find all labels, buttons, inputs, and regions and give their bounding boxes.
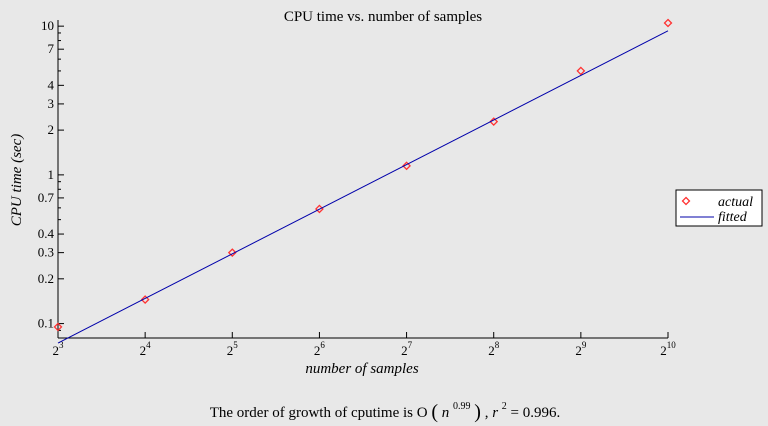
x-tick-label: 24 — [140, 340, 152, 358]
y-tick-label: 10 — [41, 18, 54, 33]
y-tick-label: 1 — [48, 167, 55, 182]
x-tick-exponent: 9 — [582, 340, 587, 350]
caption-r-value: = 0.996. — [511, 405, 561, 421]
caption-comma: , — [485, 405, 493, 421]
data-point-actual — [489, 117, 499, 127]
x-axis-label: number of samples — [305, 361, 418, 377]
caption-exponent: 0.99 — [453, 401, 471, 412]
x-tick-exponent: 4 — [146, 340, 151, 350]
x-tick-exponent: 3 — [59, 340, 64, 350]
y-axis-label: CPU time (sec) — [9, 134, 25, 226]
x-tick-base: 2 — [575, 343, 582, 358]
data-point-actual — [663, 18, 673, 28]
legend-marker-actual — [681, 196, 691, 206]
y-tick-label: 0.4 — [38, 226, 55, 241]
x-tick-base: 2 — [314, 343, 321, 358]
chart-title: CPU time vs. number of samples — [284, 9, 482, 25]
series-layer — [53, 18, 673, 344]
y-ticks: 0.1 0.2 0.3 0.4 0.7 1 2 3 4 7 10 — [38, 18, 64, 331]
data-point-actual — [402, 161, 411, 171]
x-tick-exponent: 8 — [495, 340, 500, 350]
x-tick-label: 26 — [314, 340, 326, 358]
y-tick-label: 7 — [48, 41, 55, 56]
y-tick-label: 3 — [48, 96, 55, 111]
y-tick-label: 0.7 — [38, 190, 55, 205]
data-point-actual — [227, 248, 237, 258]
x-tick-exponent: 7 — [408, 340, 413, 350]
x-tick-label: 28 — [488, 340, 500, 358]
caption-r: r — [492, 405, 498, 421]
y-tick-label: 0.1 — [38, 316, 54, 331]
caption-r-exp: 2 — [502, 401, 507, 412]
axes — [57, 20, 668, 339]
x-tick-exponent: 10 — [667, 340, 677, 350]
x-tick-base: 2 — [401, 343, 408, 358]
x-tick-label: 29 — [575, 340, 587, 358]
x-tick-base: 2 — [53, 343, 60, 358]
y-tick-label: 2 — [48, 122, 55, 137]
caption-n: n — [442, 405, 450, 421]
data-point-actual — [576, 66, 586, 76]
x-tick-base: 2 — [488, 343, 495, 358]
legend-label-actual: actual — [718, 195, 753, 210]
y-tick-label: 0.2 — [38, 271, 54, 286]
data-point-actual — [53, 322, 63, 332]
x-tick-label: 25 — [227, 340, 239, 358]
data-point-actual — [140, 295, 150, 305]
x-tick-base: 2 — [660, 343, 667, 358]
x-tick-label: 210 — [660, 340, 676, 358]
x-tick-base: 2 — [227, 343, 234, 358]
legend: actual fitted — [675, 189, 763, 227]
x-tick-base: 2 — [140, 343, 147, 358]
series-line-fitted — [57, 30, 669, 344]
x-tick-exponent: 5 — [233, 340, 238, 350]
y-tick-label: 0.3 — [38, 245, 54, 260]
x-ticks: 23 24 25 26 27 28 29 210 — [53, 332, 676, 358]
legend-box — [675, 189, 763, 227]
caption-prefix: The order of growth of cputime is O — [210, 405, 428, 421]
x-tick-label: 27 — [401, 340, 413, 358]
caption-paren-close: ) — [474, 401, 481, 423]
x-tick-label: 23 — [53, 340, 65, 358]
x-tick-exponent: 6 — [320, 340, 325, 350]
caption-paren-open: ( — [431, 401, 438, 423]
legend-label-fitted: fitted — [718, 210, 748, 225]
y-tick-label: 4 — [48, 77, 55, 92]
caption: The order of growth of cputime is O ( n … — [210, 397, 561, 423]
